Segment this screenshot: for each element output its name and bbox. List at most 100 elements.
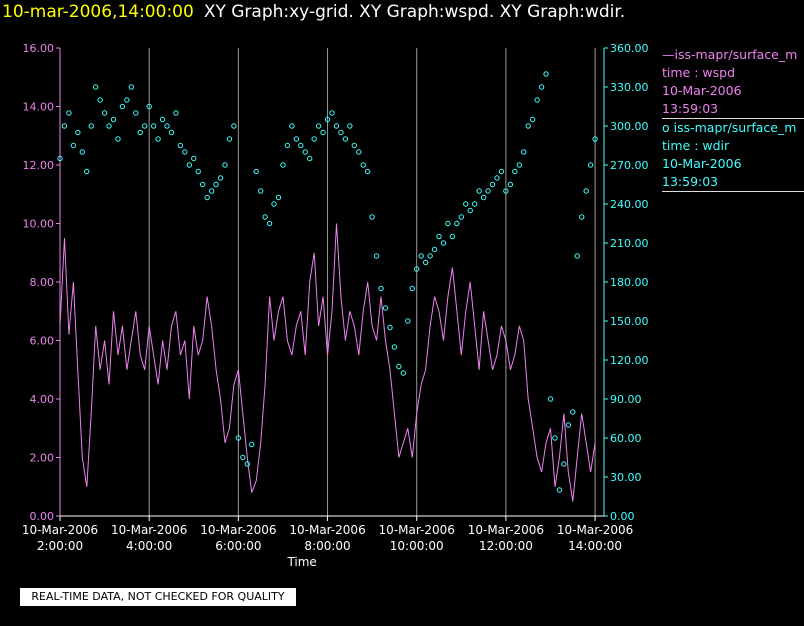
data-point-wdir bbox=[498, 168, 505, 175]
data-point-wdir bbox=[409, 285, 415, 292]
data-point-wdir bbox=[182, 149, 188, 155]
data-point-wdir bbox=[373, 253, 380, 259]
y-left-tick-label: 16.00 bbox=[23, 42, 55, 55]
data-point-wdir bbox=[458, 214, 465, 220]
data-point-wdir bbox=[405, 318, 411, 324]
data-point-wdir bbox=[240, 454, 246, 461]
data-point-wdir bbox=[418, 253, 424, 259]
title-graphs: XY Graph:xy-grid. XY Graph:wspd. XY Grap… bbox=[203, 2, 626, 22]
y-left-tick-label: 2.00 bbox=[30, 452, 55, 465]
x-tick-label-time: 4:00:00 bbox=[126, 539, 172, 553]
data-point-wdir bbox=[293, 136, 300, 142]
x-tick-label-date: 10-Mar-2006 bbox=[289, 523, 365, 537]
legend-wdir-series: o iss-mapr/surface_m bbox=[662, 120, 797, 135]
legend-wspd-series: —iss-mapr/surface_m bbox=[662, 47, 798, 62]
x-tick-label-date: 10-Mar-2006 bbox=[379, 523, 455, 537]
data-point-wdir bbox=[561, 461, 567, 467]
data-point-wdir bbox=[431, 246, 438, 253]
x-tick-label-date: 10-Mar-2006 bbox=[557, 523, 633, 537]
data-point-wdir bbox=[592, 136, 598, 142]
chart-title: 10-mar-2006,14:00:00 XY Graph:xy-grid. XY… bbox=[0, 0, 625, 24]
y-left-tick-label: 0.00 bbox=[30, 510, 55, 523]
data-point-wdir bbox=[124, 97, 130, 103]
data-point-wdir bbox=[249, 441, 255, 448]
data-point-wdir bbox=[217, 175, 224, 181]
y-right-tick-label: 330.00 bbox=[610, 81, 649, 94]
y-right-tick-label: 60.00 bbox=[610, 432, 642, 445]
data-point-wdir bbox=[516, 162, 522, 168]
series-line-wspd bbox=[59, 223, 596, 502]
data-point-wdir bbox=[186, 162, 193, 168]
data-point-wdir bbox=[199, 181, 206, 188]
data-point-wdir bbox=[347, 123, 353, 129]
data-point-wdir bbox=[302, 149, 308, 155]
y-left-tick-label: 4.00 bbox=[30, 393, 55, 406]
data-point-wdir bbox=[556, 487, 563, 493]
x-tick-label-date: 10-Mar-2006 bbox=[200, 523, 276, 537]
legend-wdir-var: time : wdir bbox=[662, 138, 730, 153]
data-point-wdir bbox=[142, 123, 148, 129]
data-point-wdir bbox=[146, 103, 152, 110]
data-point-wdir bbox=[583, 188, 589, 194]
data-point-wdir bbox=[543, 71, 549, 77]
data-point-wdir bbox=[507, 181, 514, 188]
data-point-wdir bbox=[61, 123, 68, 129]
y-right-tick-label: 270.00 bbox=[610, 159, 649, 172]
x-tick-label-time: 8:00:00 bbox=[304, 539, 350, 553]
y-right-tick-label: 120.00 bbox=[610, 354, 649, 367]
data-point-wdir bbox=[324, 116, 331, 123]
y-left-tick-label: 10.00 bbox=[23, 218, 55, 231]
data-point-wdir bbox=[454, 220, 460, 227]
x-tick-label-time: 14:00:00 bbox=[568, 539, 622, 553]
data-point-wdir bbox=[449, 233, 456, 240]
data-point-wdir bbox=[168, 129, 175, 136]
data-point-wdir bbox=[445, 220, 451, 227]
y-left-tick-label: 8.00 bbox=[30, 276, 55, 289]
data-point-wdir bbox=[400, 370, 407, 376]
legend-wdir-time: 13:59:03 bbox=[662, 174, 719, 189]
quality-note: REAL-TIME DATA, NOT CHECKED FOR QUALITY bbox=[20, 588, 296, 606]
data-point-wdir bbox=[137, 129, 143, 136]
y-right-tick-label: 360.00 bbox=[610, 42, 649, 55]
data-point-wdir bbox=[195, 168, 201, 175]
data-point-wdir bbox=[565, 422, 572, 428]
data-point-wdir bbox=[128, 84, 135, 90]
data-point-wdir bbox=[222, 162, 228, 168]
data-point-wdir bbox=[177, 142, 184, 149]
data-point-wdir bbox=[150, 123, 157, 129]
y-right-tick-label: 150.00 bbox=[610, 315, 649, 328]
legend-wspd: —iss-mapr/surface_m time : wspd 10-Mar-2… bbox=[662, 46, 804, 118]
data-point-wdir bbox=[387, 324, 393, 331]
data-point-wdir bbox=[266, 220, 273, 227]
data-point-wdir bbox=[529, 116, 536, 123]
x-tick-label-time: 2:00:00 bbox=[37, 539, 83, 553]
data-point-wdir bbox=[173, 110, 179, 116]
data-point-wdir bbox=[414, 266, 420, 272]
x-tick-label-date: 10-Mar-2006 bbox=[111, 523, 187, 537]
data-point-wdir bbox=[307, 155, 313, 162]
data-point-wdir bbox=[534, 97, 540, 103]
data-point-wdir bbox=[471, 201, 478, 207]
data-point-wdir bbox=[204, 194, 210, 201]
y-left-tick-label: 6.00 bbox=[30, 335, 55, 348]
data-point-wdir bbox=[512, 168, 518, 175]
data-point-wdir bbox=[378, 285, 384, 292]
data-point-wdir bbox=[289, 123, 295, 129]
legend-wspd-var: time : wspd bbox=[662, 65, 736, 80]
data-point-wdir bbox=[231, 123, 237, 129]
data-point-wdir bbox=[422, 259, 429, 266]
data-point-wdir bbox=[480, 194, 487, 201]
data-point-wdir bbox=[257, 188, 264, 194]
data-point-wdir bbox=[253, 168, 259, 175]
data-point-wdir bbox=[106, 123, 112, 129]
data-point-wdir bbox=[570, 409, 576, 415]
y-right-tick-label: 30.00 bbox=[610, 471, 642, 484]
data-point-wdir bbox=[155, 136, 161, 142]
data-point-wdir bbox=[396, 363, 402, 370]
x-tick-label-time: 10:00:00 bbox=[390, 539, 444, 553]
data-point-wdir bbox=[280, 162, 286, 168]
data-point-wdir bbox=[547, 396, 554, 402]
x-tick-label-date: 10-Mar-2006 bbox=[22, 523, 98, 537]
data-point-wdir bbox=[494, 175, 500, 181]
legend: —iss-mapr/surface_m time : wspd 10-Mar-2… bbox=[662, 46, 804, 192]
